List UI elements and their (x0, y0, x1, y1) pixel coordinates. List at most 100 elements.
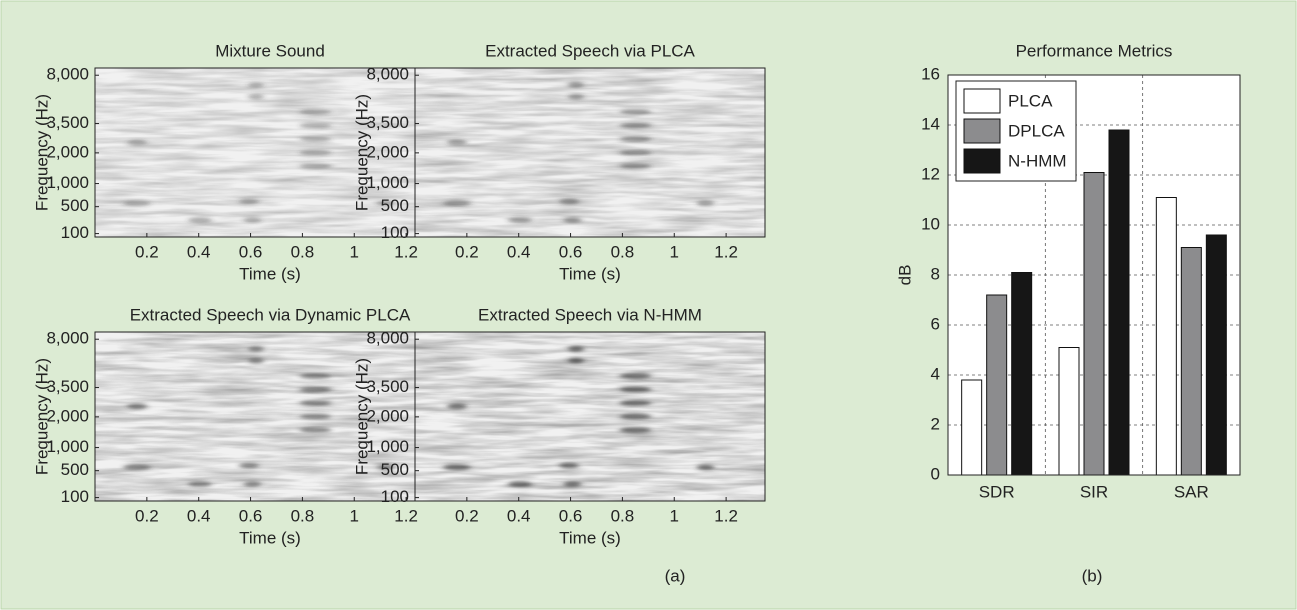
spectrogram-blobs (123, 81, 395, 224)
spectrogram-blobs (443, 345, 715, 488)
x-tick-label: 1 (350, 242, 359, 261)
legend-swatch (963, 88, 1001, 114)
y-axis-label: Frequency (Hz) (32, 358, 51, 475)
x-axis-label: Time (s) (239, 264, 301, 283)
spectrogram-blob (248, 357, 264, 364)
y-tick-label: 8 (931, 264, 940, 283)
y-tick-label: 1,000 (46, 173, 89, 192)
spectrogram-texture (95, 332, 445, 501)
y-tick-label: 100 (381, 487, 409, 506)
x-tick-label: 1 (350, 506, 359, 525)
bar (961, 379, 983, 476)
y-tick-label: 0 (931, 464, 940, 483)
x-tick-label: SDR (979, 482, 1015, 501)
x-tick-label: 0.4 (187, 242, 211, 261)
spectrogram-blob (299, 427, 332, 434)
panel-label: (a) (665, 566, 686, 585)
bar (1108, 129, 1130, 476)
y-tick-label: 14 (921, 114, 940, 133)
spectrogram-blob (243, 217, 262, 224)
spectrogram-blob (619, 413, 652, 420)
spectrogram-blob (559, 462, 579, 469)
y-axis-label: Frequency (Hz) (32, 94, 51, 211)
spectrogram-blob (447, 403, 467, 410)
y-tick-label: 3,500 (366, 113, 409, 132)
y-axis-label: dB (895, 265, 914, 286)
spectrogram-blob (188, 481, 212, 488)
spectrogram-blobs (123, 345, 395, 488)
x-tick-label: 1 (670, 242, 679, 261)
spectrogram-blob (248, 81, 264, 88)
spectrogram-blob (239, 198, 259, 205)
x-tick-label: 0.6 (559, 242, 583, 261)
spectrogram-blob (443, 200, 471, 207)
spectrogram-blob (619, 149, 652, 156)
spectrogram-blob (123, 200, 151, 207)
y-tick-label: 500 (61, 460, 89, 479)
y-tick-label: 8,000 (46, 329, 89, 348)
spectrogram-texture (95, 68, 445, 237)
bar (986, 294, 1008, 476)
spectrogram-blob (248, 345, 264, 352)
y-tick-label: 2 (931, 414, 940, 433)
spectrogram-blob (299, 108, 332, 115)
spectrogram-blob (447, 139, 467, 146)
y-tick-label: 16 (921, 64, 940, 83)
x-tick-label: 1 (670, 506, 679, 525)
spectrogram-blob (299, 386, 332, 393)
y-tick-label: 100 (61, 487, 89, 506)
chart-title: Extracted Speech via PLCA (485, 41, 695, 60)
y-tick-label: 1,000 (366, 173, 409, 192)
x-tick-label: 0.2 (455, 506, 479, 525)
spectrogram-blob (563, 217, 582, 224)
bar (1058, 347, 1080, 476)
spectrogram-texture (415, 68, 765, 237)
spectrogram-blob (568, 81, 584, 88)
spectrogram-blob (123, 464, 151, 471)
x-tick-label: 0.2 (135, 242, 159, 261)
spectrogram-blob (619, 386, 652, 393)
legend-swatch (963, 148, 1001, 174)
x-tick-label: 0.6 (559, 506, 583, 525)
y-tick-label: 1,000 (46, 437, 89, 456)
x-tick-label: 0.8 (291, 242, 315, 261)
spectrogram-blob (559, 198, 579, 205)
y-tick-label: 4 (931, 364, 940, 383)
spectrogram-blob (568, 345, 584, 352)
spectrogram-blob (299, 135, 332, 142)
legend-label: PLCA (1008, 91, 1053, 110)
y-tick-label: 2,000 (46, 142, 89, 161)
spectrogram-texture (415, 332, 765, 501)
y-tick-label: 500 (61, 196, 89, 215)
y-tick-label: 3,500 (46, 113, 89, 132)
y-tick-label: 8,000 (366, 329, 409, 348)
spectrogram-blob (299, 122, 332, 129)
y-tick-label: 2,000 (366, 142, 409, 161)
x-tick-label: SAR (1174, 482, 1209, 501)
spectrogram-blob (299, 372, 332, 379)
chart-title: Performance Metrics (1016, 41, 1173, 60)
spectrogram-blob (443, 464, 471, 471)
spectrogram-blobs (443, 81, 715, 224)
spectrogram-blob (299, 413, 332, 420)
x-tick-label: 1.2 (394, 506, 418, 525)
y-tick-label: 10 (921, 214, 940, 233)
chart-title: Extracted Speech via Dynamic PLCA (130, 305, 411, 324)
spectrogram-blob (376, 200, 395, 207)
spectrogram-blob (619, 427, 652, 434)
x-tick-label: 0.8 (291, 506, 315, 525)
spectrogram-blob (243, 481, 262, 488)
spectrogram-blob (619, 108, 652, 115)
bar (1083, 172, 1105, 476)
spectrogram-blob (619, 135, 652, 142)
spectrogram-blob (619, 372, 652, 379)
bar (1155, 197, 1177, 476)
x-tick-label: 1.2 (714, 242, 738, 261)
y-tick-label: 2,000 (366, 406, 409, 425)
x-tick-label: 0.8 (611, 242, 635, 261)
spectrogram-blob (568, 93, 584, 100)
x-tick-label: SIR (1080, 482, 1108, 501)
spectrogram-blob (299, 163, 332, 170)
spectrogram-blob (696, 464, 715, 471)
